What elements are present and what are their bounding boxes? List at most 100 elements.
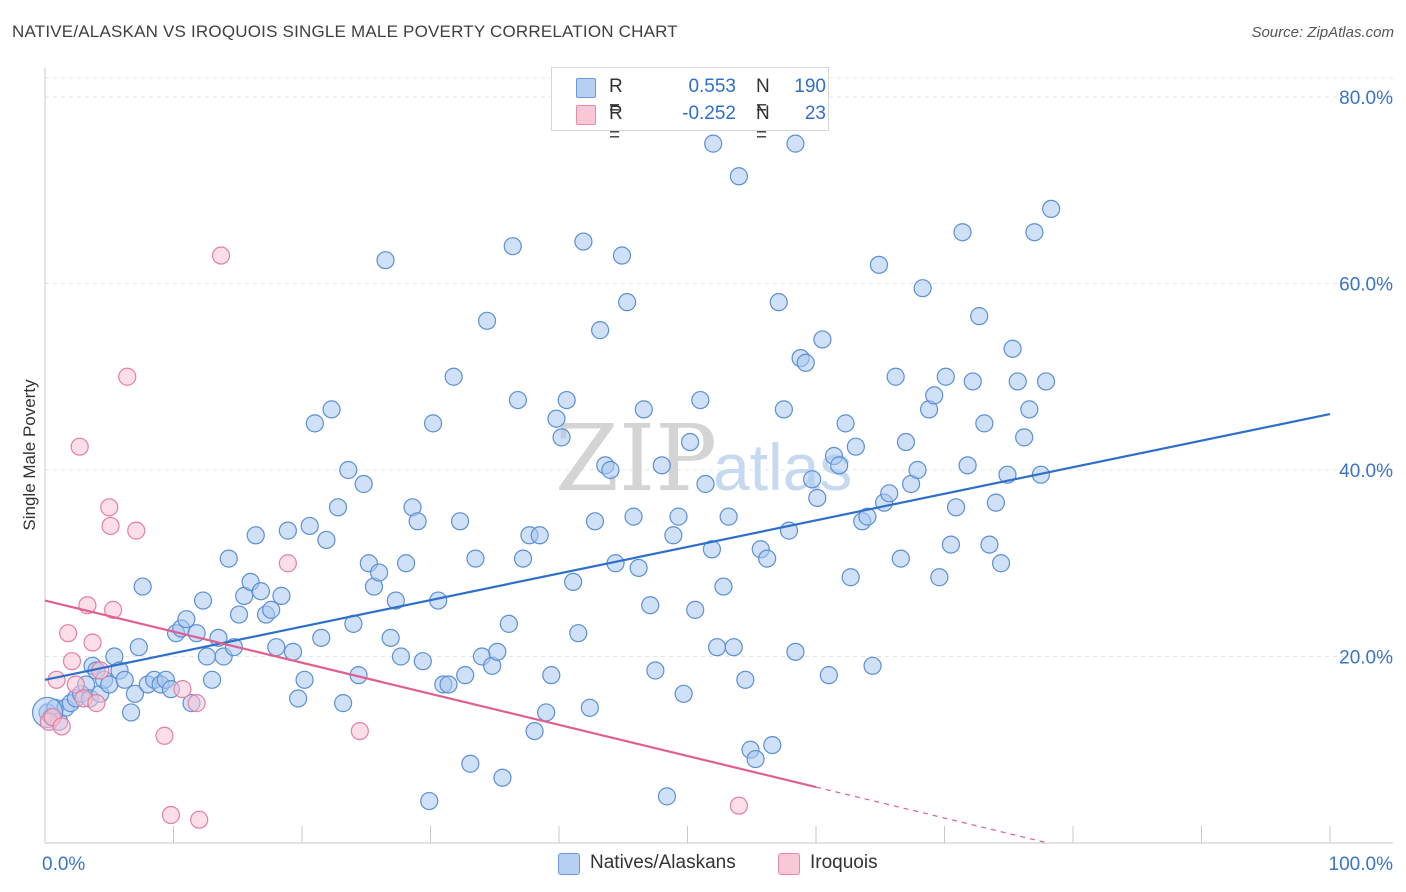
natives-point <box>612 246 632 265</box>
natives-point <box>121 703 141 722</box>
natives-point <box>908 460 927 480</box>
natives-point <box>891 549 910 568</box>
natives-point <box>115 670 134 689</box>
natives-point <box>508 390 527 410</box>
natives-point <box>925 386 944 405</box>
natives-point <box>652 456 671 475</box>
natives-point <box>758 549 777 568</box>
iroquois-point <box>190 810 209 829</box>
grid-lines <box>45 77 1393 657</box>
natives-point <box>580 698 599 717</box>
y-tick-label: 20.0% <box>1339 648 1393 669</box>
iroquois-point <box>59 624 78 643</box>
natives-point <box>1008 372 1027 391</box>
y-tick-label: 80.0% <box>1339 88 1393 109</box>
natives-point <box>444 367 463 386</box>
natives-point <box>930 568 949 587</box>
natives-point <box>591 321 610 340</box>
iroquois-point <box>278 554 297 573</box>
natives-point <box>629 558 648 578</box>
natives-point <box>272 586 291 605</box>
legend-r-key: R = <box>609 103 623 146</box>
natives-point <box>525 721 544 741</box>
natives-point <box>386 591 405 610</box>
natives-point <box>1036 372 1056 391</box>
natives-point <box>542 666 561 685</box>
natives-point <box>439 675 458 694</box>
natives-point <box>197 647 217 666</box>
tick-labels: 20.0% 40.0% 60.0% 80.0% 0.0% 100.0% <box>42 88 1393 875</box>
natives-point <box>499 614 518 633</box>
natives-point <box>786 134 805 153</box>
iroquois-point <box>83 633 102 652</box>
watermark-atlas: atlas <box>713 430 852 504</box>
natives-point <box>450 512 470 531</box>
natives-point <box>312 628 331 647</box>
iroquois-point <box>62 652 82 671</box>
natives-point <box>229 605 249 624</box>
natives-point <box>846 437 865 456</box>
iroquois-point <box>729 796 749 815</box>
natives-point <box>958 456 977 475</box>
natives-point <box>646 661 665 680</box>
iroquois-point <box>100 498 119 517</box>
iroquois-point <box>350 721 369 741</box>
natives-point <box>970 307 989 326</box>
legend-label-natives: Natives/Alaskans <box>590 852 736 873</box>
natives-point <box>295 670 314 689</box>
natives-point <box>456 666 475 685</box>
natives-point <box>557 390 576 410</box>
legend-n-key: N = <box>756 76 770 119</box>
natives-point <box>585 512 605 531</box>
natives-point <box>836 414 855 433</box>
watermark-zip: ZIP <box>555 405 717 512</box>
iroquois-point <box>211 246 231 265</box>
natives-point <box>736 670 755 689</box>
iroquois-point <box>104 600 123 619</box>
natives-point <box>569 624 588 643</box>
natives-point <box>808 488 827 508</box>
natives-point <box>953 223 972 242</box>
natives-point <box>1025 223 1044 242</box>
natives-point <box>317 530 336 550</box>
y-axis-label: Single Male Poverty <box>20 379 39 531</box>
natives-point <box>193 591 213 610</box>
natives-point <box>936 367 955 386</box>
natives-point <box>513 549 533 568</box>
natives-point <box>819 666 838 685</box>
iroquois-point <box>127 521 146 540</box>
legend-label-iroquois: Iroquois <box>810 852 878 873</box>
natives-point <box>624 507 643 526</box>
natives-point <box>461 754 480 773</box>
natives-point <box>796 353 815 372</box>
natives-point <box>1020 400 1039 419</box>
iroquois-point <box>52 717 71 736</box>
correlation-legend: R = 0.553 N = 190 R = -0.252 N = 23 <box>551 67 829 146</box>
natives-point <box>413 652 432 671</box>
natives-point <box>880 484 899 503</box>
natives-point <box>813 330 832 349</box>
natives-point <box>289 689 308 708</box>
legend-swatch-iroquois <box>778 853 800 875</box>
natives-trend-line <box>44 412 1331 681</box>
natives-point <box>980 535 999 554</box>
natives-point <box>707 638 727 657</box>
natives-point <box>946 498 966 517</box>
source-label: Source: ZipAtlas.com <box>1251 24 1394 41</box>
natives-point <box>466 549 485 568</box>
natives-point <box>574 232 593 251</box>
natives-point <box>769 293 788 312</box>
x-tick-label-min: 0.0% <box>42 854 85 875</box>
natives-point <box>641 596 660 615</box>
natives-point <box>634 400 653 419</box>
natives-point <box>719 507 738 526</box>
natives-point <box>774 400 793 419</box>
natives-point <box>503 237 522 256</box>
natives-point <box>704 134 723 153</box>
natives-point <box>267 638 286 657</box>
natives-point <box>724 638 743 657</box>
series-iroquois-points <box>39 246 749 829</box>
natives-point <box>1015 428 1034 447</box>
iroquois-point <box>87 694 106 713</box>
